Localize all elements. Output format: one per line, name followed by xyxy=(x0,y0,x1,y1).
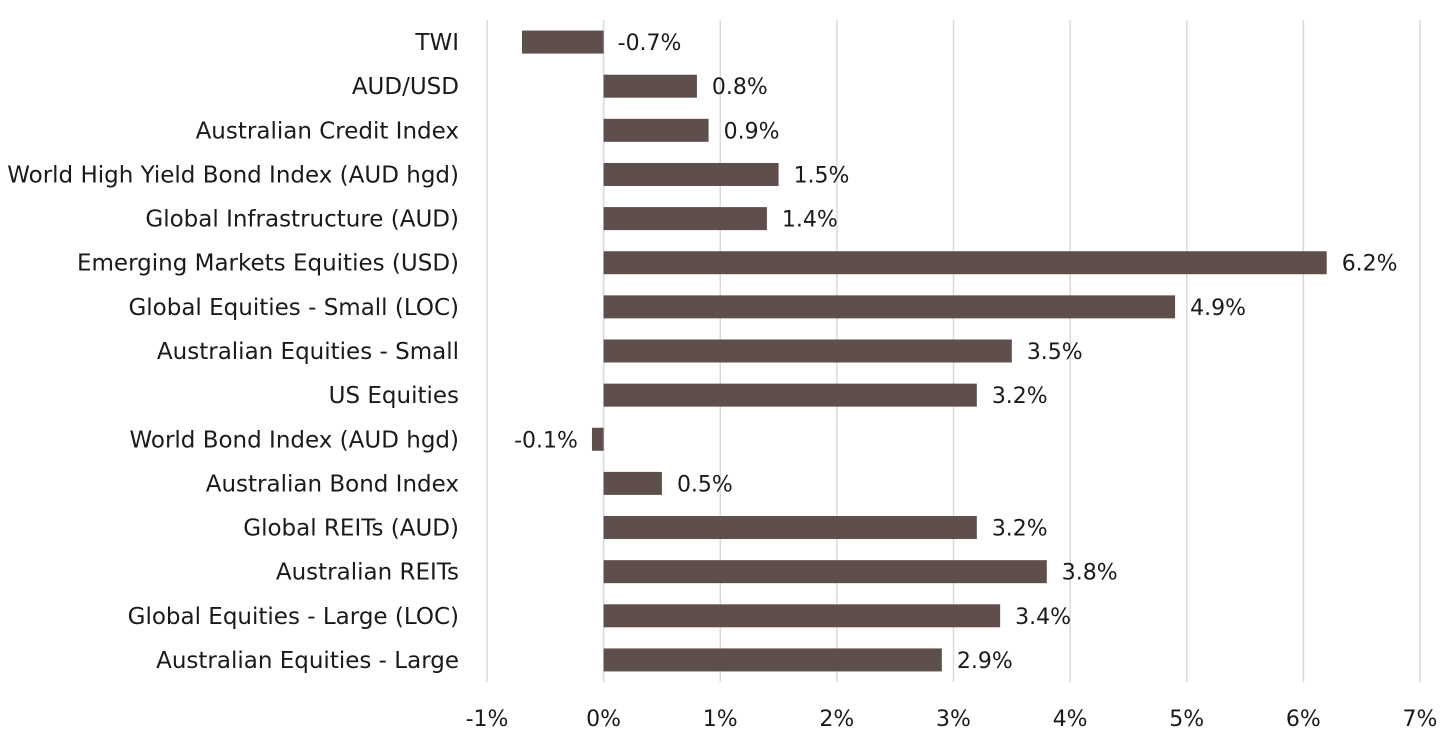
x-tick-label: 1% xyxy=(703,707,738,732)
data-label: 0.9% xyxy=(724,119,780,144)
x-tick-label: -1% xyxy=(466,707,509,732)
category-label: Global Infrastructure (AUD) xyxy=(145,207,459,233)
data-label: 6.2% xyxy=(1342,252,1398,277)
bar xyxy=(603,648,942,672)
category-label: Global Equities - Small (LOC) xyxy=(128,295,459,321)
bar xyxy=(603,251,1327,275)
bar xyxy=(603,604,1001,628)
data-label: 1.5% xyxy=(794,163,850,188)
bar xyxy=(603,383,977,407)
x-tick-label: 5% xyxy=(1169,707,1204,732)
data-label: 2.9% xyxy=(957,649,1013,674)
category-label: US Equities xyxy=(329,383,459,409)
data-label: 3.2% xyxy=(992,517,1048,542)
data-label: -0.7% xyxy=(618,31,682,56)
category-label: Australian Equities - Small xyxy=(157,339,459,365)
category-label: Global REITs (AUD) xyxy=(243,516,459,542)
bars xyxy=(521,30,1327,672)
data-labels: -0.7% 0.8% 0.9% 1.5% 1.4% 6.2% 4.9% 3.5% 3.2% -0.… xyxy=(514,31,1397,674)
x-tick-label: 7% xyxy=(1403,707,1438,732)
data-label: 0.5% xyxy=(677,472,733,497)
bar xyxy=(521,30,604,54)
x-tick-label: 0% xyxy=(586,707,621,732)
category-label: AUD/USD xyxy=(352,74,459,100)
data-label: 4.9% xyxy=(1190,296,1246,321)
data-label: 1.4% xyxy=(782,208,838,233)
bar xyxy=(591,427,604,451)
category-label: Australian REITs xyxy=(276,560,459,586)
bar xyxy=(603,516,977,540)
category-label: Australian Bond Index xyxy=(206,471,459,497)
category-label: World Bond Index (AUD hgd) xyxy=(129,427,459,453)
data-label: 3.4% xyxy=(1015,605,1071,630)
x-tick-label: 3% xyxy=(936,707,971,732)
category-labels: TWI AUD/USD Australian Credit Index World H… xyxy=(7,30,459,674)
bar xyxy=(603,295,1176,319)
category-label: TWI xyxy=(414,30,459,56)
bar xyxy=(603,118,709,142)
x-axis-tick-labels: -1% 0% 1% 2% 3% 4% 5% 6% 7% xyxy=(466,707,1438,732)
bar xyxy=(603,339,1012,363)
category-label: Global Equities - Large (LOC) xyxy=(128,604,459,630)
x-tick-label: 2% xyxy=(819,707,854,732)
bar xyxy=(603,560,1047,584)
category-label: Australian Credit Index xyxy=(196,118,459,144)
data-label: 3.2% xyxy=(992,384,1048,409)
data-label: 3.8% xyxy=(1062,561,1118,586)
bar xyxy=(603,74,697,98)
category-label: Australian Equities - Large xyxy=(156,648,459,674)
category-label: World High Yield Bond Index (AUD hgd) xyxy=(7,162,459,188)
category-label: Emerging Markets Equities (USD) xyxy=(77,251,459,277)
bar xyxy=(603,207,767,231)
data-label: -0.1% xyxy=(514,428,578,453)
bar xyxy=(603,471,662,495)
data-label: 3.5% xyxy=(1027,340,1083,365)
x-tick-label: 6% xyxy=(1286,707,1321,732)
data-label: 0.8% xyxy=(712,75,768,100)
x-tick-label: 4% xyxy=(1053,707,1088,732)
bar xyxy=(603,162,779,186)
